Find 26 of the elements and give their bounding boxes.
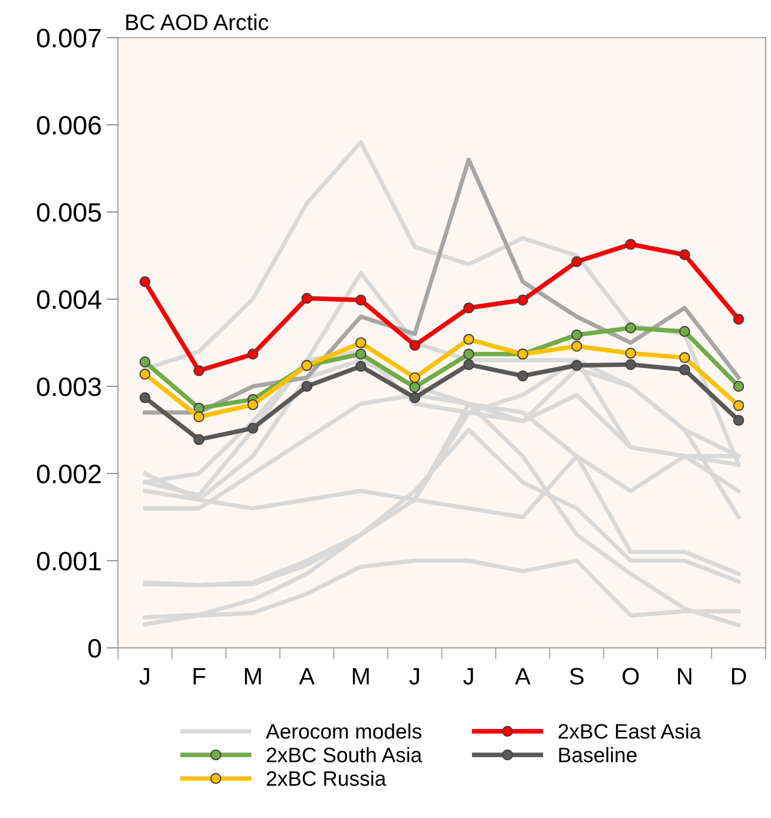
x-tick-label: F	[194, 668, 206, 684]
y-tick-label: 0.003	[36, 377, 101, 396]
x-tick-label: O	[622, 668, 639, 685]
x-tick-label: M	[244, 668, 261, 684]
chart-title: BC AOD Arctic	[126, 14, 268, 30]
y-tick-label: 0.001	[36, 552, 101, 570]
x-tick-label: J	[463, 668, 473, 685]
x-tick-label: D	[732, 668, 746, 684]
y-tick-label: 0.004	[36, 290, 102, 309]
x-tick-label: J	[409, 668, 419, 685]
x-tick-label: N	[678, 668, 692, 684]
x-tick-label: M	[352, 668, 369, 684]
x-tick-label: A	[299, 668, 315, 684]
y-tick-label: 0.005	[36, 203, 101, 222]
legend-label: Baseline	[559, 747, 637, 762]
y-tick-label: 0	[88, 638, 101, 658]
legend-label: 2xBC East Asia	[558, 723, 702, 739]
y-tick-label: 0.002	[36, 464, 101, 484]
legend-label: 2xBC Russia	[266, 770, 386, 786]
y-tick-label: 0.007	[36, 28, 101, 48]
x-tick-label: J	[139, 668, 150, 685]
y-tick-label: 0.006	[36, 116, 101, 135]
legend-label: 2xBC South Asia	[266, 747, 422, 762]
legend-label: Aerocom models	[266, 723, 422, 739]
x-tick-label: A	[514, 668, 531, 684]
x-tick-label: S	[570, 668, 584, 685]
